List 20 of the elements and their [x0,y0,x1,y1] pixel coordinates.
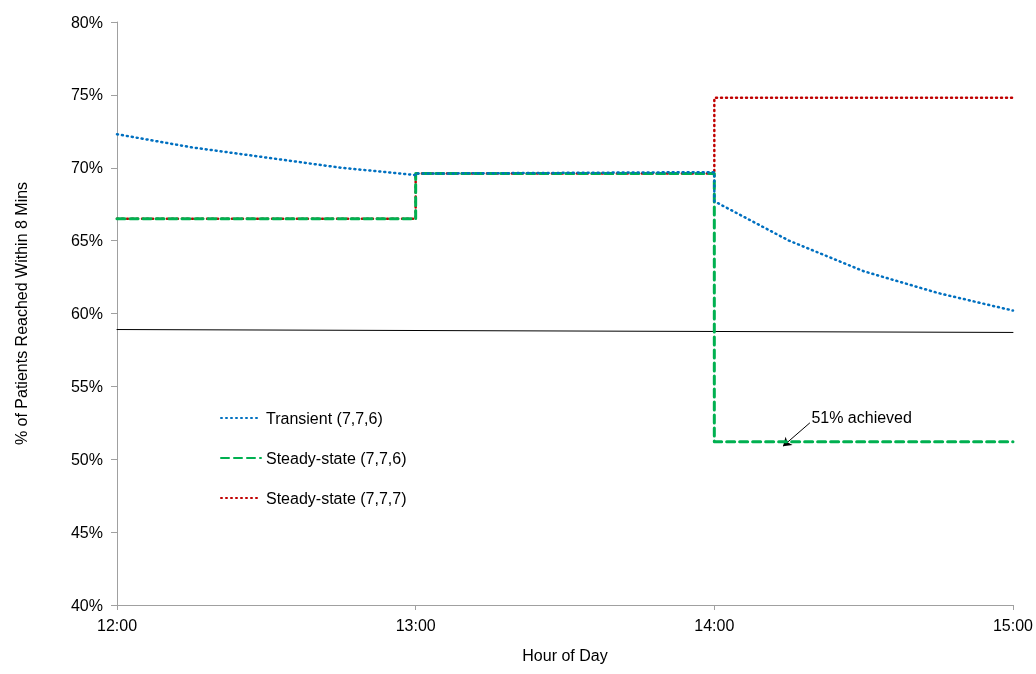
y-axis-title: % of Patients Reached Within 8 Mins [12,181,30,446]
legend-label: Steady-state (7,7,7) [266,489,407,507]
line-series [115,132,1015,312]
annotation: 51% achieved [811,409,912,427]
x-axis-title: Hour of Day [522,646,608,664]
y-tick-label: 80% [70,13,103,31]
y-tick-label: 55% [70,377,103,395]
y-tick-label: 65% [70,232,103,250]
legend-label: Steady-state (7,7,6) [266,449,407,467]
x-tick-label: 15:00 [992,616,1034,634]
x-tick-label: 14:00 [694,616,735,634]
y-tick-label: 50% [70,450,103,468]
y-tick-label: 75% [70,86,103,104]
y-tick-label: 60% [70,305,103,322]
x-tick-label: 12:00 [96,616,138,634]
y-tick-label: 70% [70,159,103,177]
x-tick-label: 13:00 [395,616,436,634]
y-tick-label: 45% [70,523,103,541]
y-tick-label: 40% [70,596,103,614]
legend-label: Transient (7,7,6) [266,409,383,427]
